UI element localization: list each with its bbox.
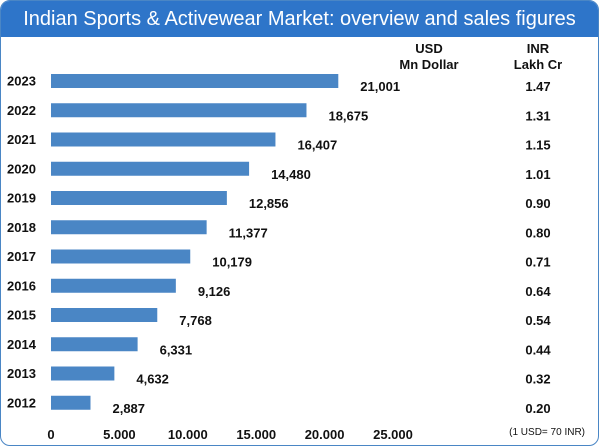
bar-2016 bbox=[51, 278, 176, 293]
year-label-2012: 2012 bbox=[7, 395, 36, 410]
value-label-2021: 16,407 bbox=[297, 138, 337, 153]
inr-value-2016: 0.64 bbox=[525, 284, 551, 299]
bar-2014 bbox=[51, 337, 138, 352]
inr-header-line2: Lakh Cr bbox=[514, 57, 562, 72]
x-tick-label-3: 15.000 bbox=[236, 427, 276, 442]
x-tick-label-0: 0 bbox=[47, 427, 54, 442]
exchange-rate-note: (1 USD= 70 INR) bbox=[509, 427, 585, 438]
value-label-2014: 6,331 bbox=[160, 342, 193, 357]
inr-value-2021: 1.15 bbox=[525, 138, 550, 153]
inr-value-2018: 0.80 bbox=[525, 225, 550, 240]
inr-header-line1: INR bbox=[527, 41, 550, 56]
value-label-2022: 18,675 bbox=[328, 108, 368, 123]
inr-value-2023: 1.47 bbox=[525, 79, 550, 94]
bar-2023 bbox=[51, 74, 339, 88]
usd-header-line1: USD bbox=[415, 41, 442, 56]
year-label-2020: 2020 bbox=[7, 161, 36, 176]
inr-value-2022: 1.31 bbox=[525, 108, 550, 123]
year-label-2013: 2013 bbox=[7, 366, 36, 381]
value-label-2017: 10,179 bbox=[212, 255, 252, 270]
value-label-2020: 14,480 bbox=[271, 167, 311, 182]
inr-value-2020: 1.01 bbox=[525, 167, 550, 182]
bar-2020 bbox=[51, 161, 250, 176]
inr-value-2017: 0.71 bbox=[525, 255, 550, 270]
x-tick-label-2: 10.000 bbox=[168, 427, 208, 442]
value-label-2016: 9,126 bbox=[198, 284, 231, 299]
year-label-2015: 2015 bbox=[7, 308, 36, 323]
year-label-2019: 2019 bbox=[7, 191, 36, 206]
value-label-2012: 2,887 bbox=[112, 401, 145, 416]
bar-2012 bbox=[51, 395, 91, 410]
value-label-2023: 21,001 bbox=[360, 79, 400, 94]
bar-2013 bbox=[51, 366, 115, 381]
x-tick-label-1: 5.000 bbox=[103, 427, 136, 442]
x-tick-label-4: 20.000 bbox=[305, 427, 345, 442]
inr-value-2015: 0.54 bbox=[525, 313, 551, 328]
usd-header-line2: Mn Dollar bbox=[399, 57, 458, 72]
inr-value-2014: 0.44 bbox=[525, 342, 551, 357]
value-label-2015: 7,768 bbox=[179, 313, 212, 328]
value-label-2013: 4,632 bbox=[136, 372, 169, 387]
value-label-2018: 11,377 bbox=[229, 225, 268, 240]
year-label-2022: 2022 bbox=[7, 103, 36, 118]
title-bar: Indian Sports & Activewear Market: overv… bbox=[1, 1, 598, 37]
bar-2019 bbox=[51, 191, 227, 205]
x-tick-label-5: 25.000 bbox=[373, 427, 413, 442]
bar-2022 bbox=[51, 103, 307, 118]
year-label-2016: 2016 bbox=[7, 278, 36, 293]
bar-2018 bbox=[51, 220, 207, 235]
bar-2021 bbox=[51, 132, 276, 147]
year-label-2021: 2021 bbox=[7, 132, 36, 147]
chart-title: Indian Sports & Activewear Market: overv… bbox=[23, 7, 576, 30]
year-label-2023: 2023 bbox=[7, 74, 36, 89]
year-label-2014: 2014 bbox=[7, 337, 37, 352]
bar-2017 bbox=[51, 249, 191, 264]
year-label-2018: 2018 bbox=[7, 220, 36, 235]
inr-value-2012: 0.20 bbox=[525, 401, 550, 416]
bar-2015 bbox=[51, 308, 158, 322]
year-label-2017: 2017 bbox=[7, 249, 36, 264]
inr-value-2019: 0.90 bbox=[525, 196, 550, 211]
value-label-2019: 12,856 bbox=[249, 196, 289, 211]
inr-value-2013: 0.32 bbox=[525, 372, 550, 387]
